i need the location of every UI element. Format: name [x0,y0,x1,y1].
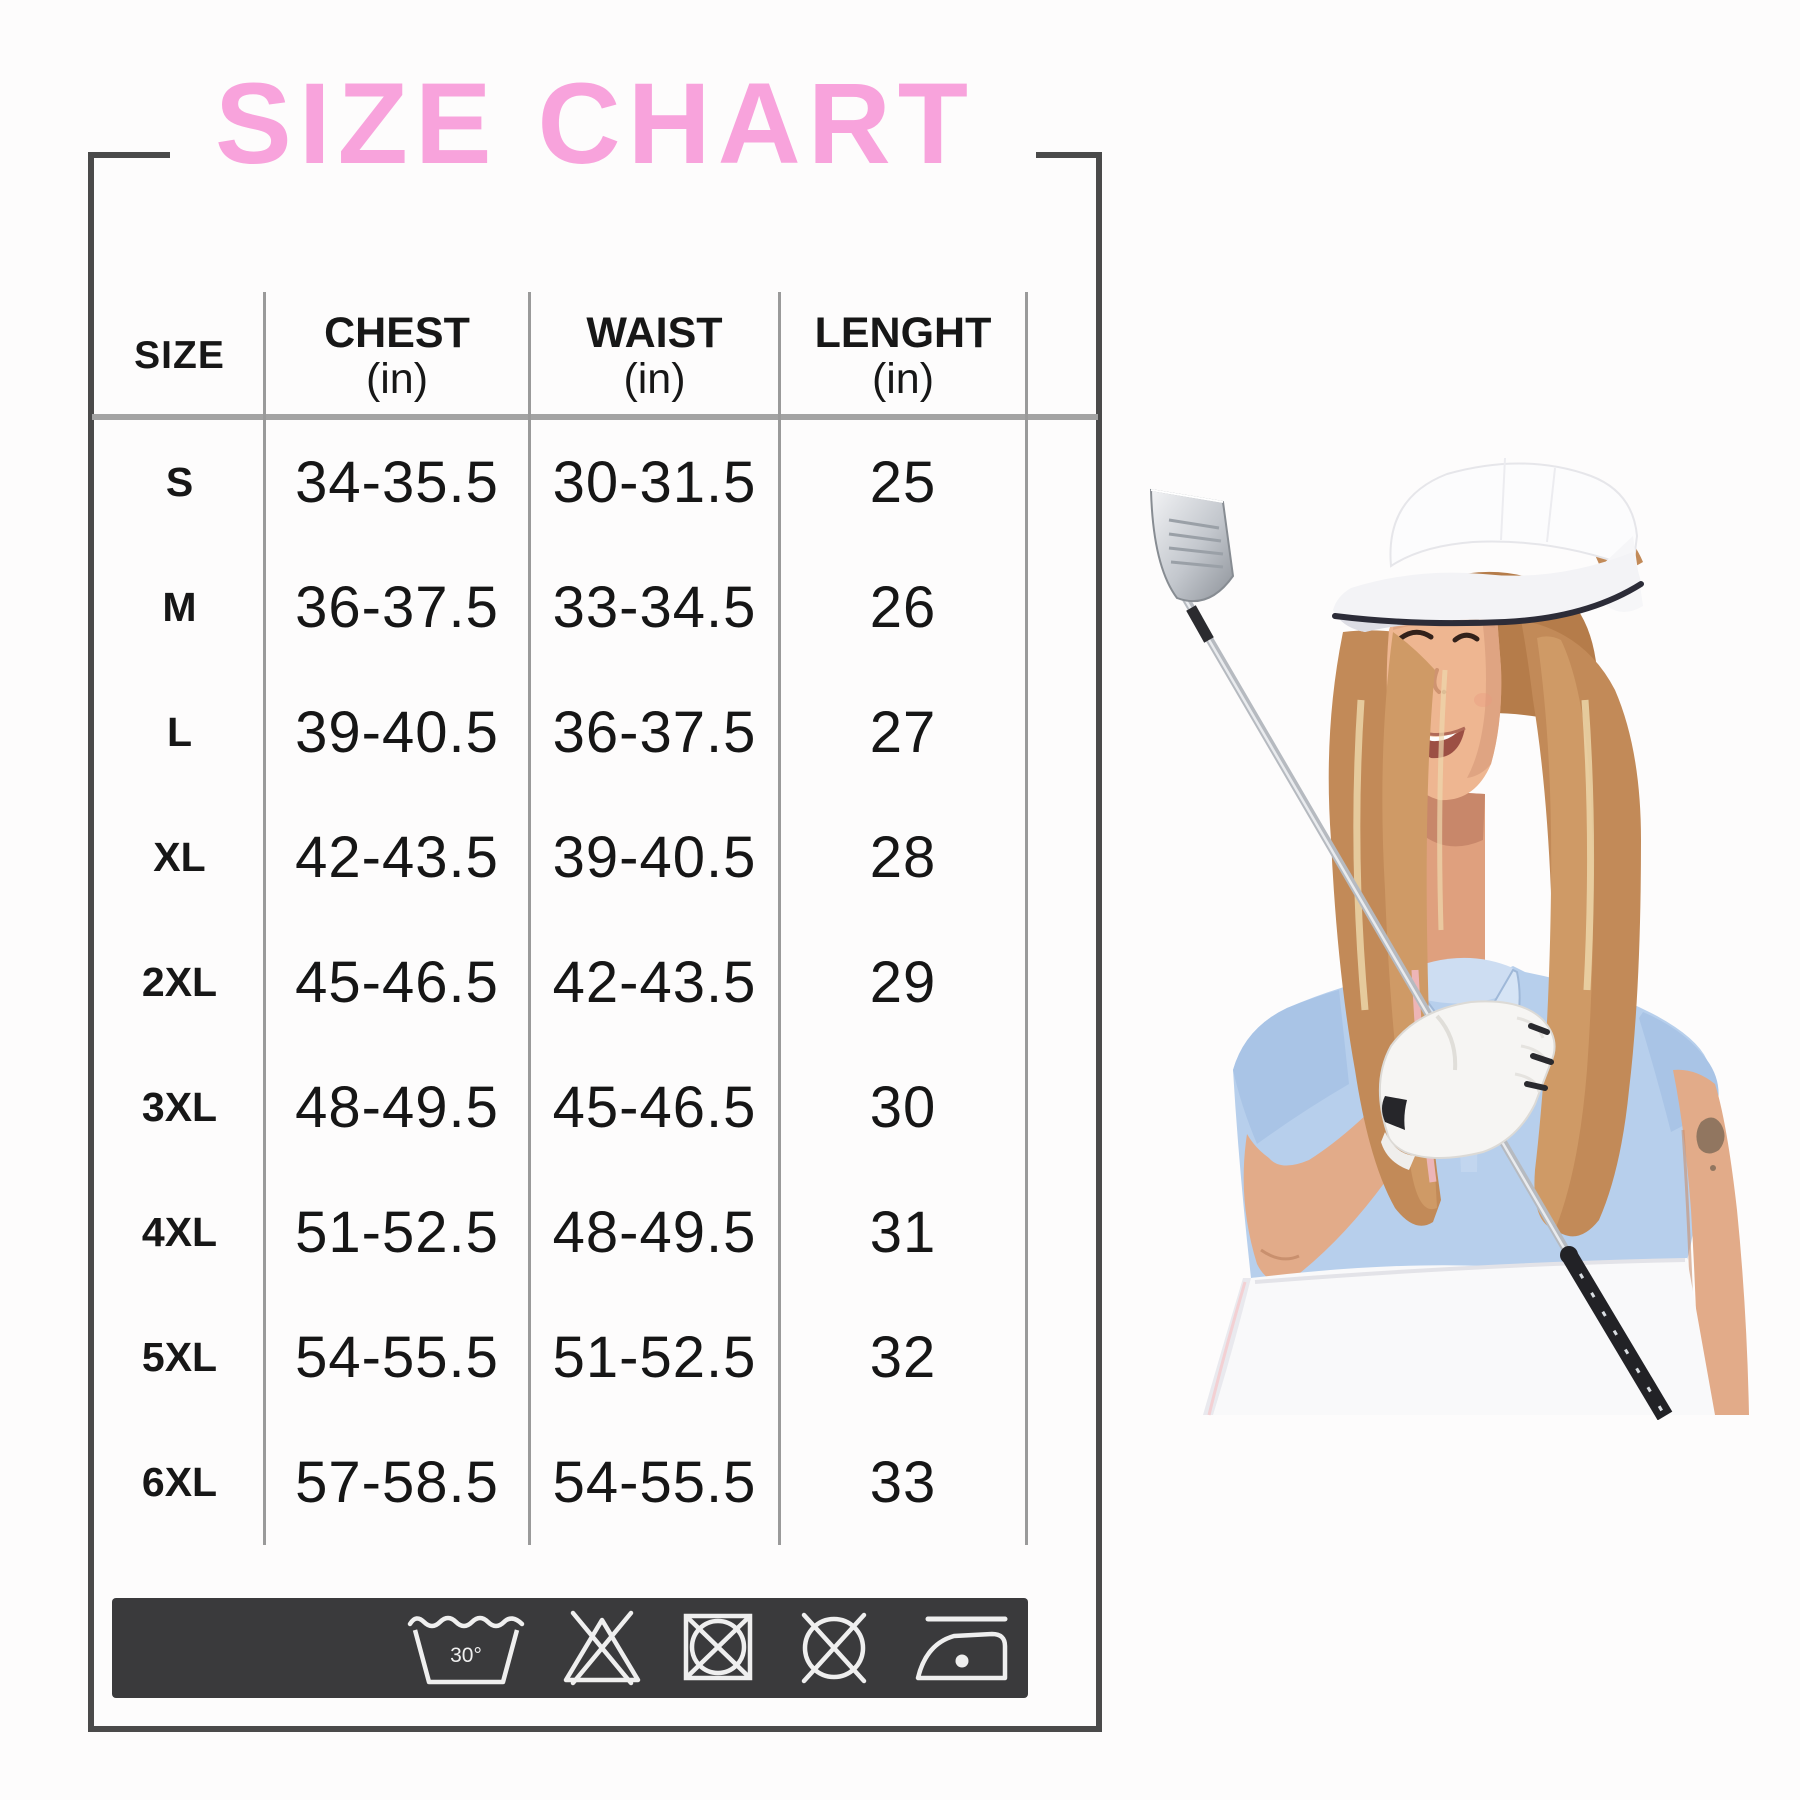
size-label: 6XL [141,1459,218,1505]
eye [1398,629,1434,641]
column-header-unit: (in) [365,355,429,403]
waist-value: 48-49.5 [528,1170,778,1295]
tattoo [1696,1117,1725,1154]
size-label: 3XL [141,1084,218,1130]
size-chart-table: SIZE CHEST (in) WAIST (in) LENGHT (in) S… [96,292,1028,1545]
waist-value: 45-46.5 [528,1045,778,1170]
wash-temp-label: 30° [450,1644,482,1667]
waist-value: 30-31.5 [528,420,778,545]
column-header-waist: WAIST (in) [528,292,778,420]
column-header-length: LENGHT (in) [778,292,1025,420]
column-header-label: WAIST [586,308,723,357]
golf-glove [1378,1000,1556,1170]
chest-value: 48-49.5 [263,1045,528,1170]
wash-30-icon: 30° [407,1615,525,1685]
length-value: 33 [778,1420,1025,1545]
chest-value: 51-52.5 [263,1170,528,1295]
chest-value: 42-43.5 [263,795,528,920]
do-not-dry-clean-icon [801,1612,867,1684]
length-value: 27 [778,670,1025,795]
size-label: XL [153,834,206,880]
header-underline [92,414,1098,420]
do-not-tumble-dry-icon [683,1613,753,1681]
visor-trim [1332,581,1644,627]
size-label: 2XL [141,959,218,1005]
chest-value: 39-40.5 [263,670,528,795]
waist-value: 54-55.5 [528,1420,778,1545]
neck [1415,790,1485,994]
iron-one-dot-icon [915,1616,1008,1681]
length-value: 29 [778,920,1025,1045]
length-value: 31 [778,1170,1025,1295]
care-instructions-bar: 30° [112,1598,1028,1698]
waist-value: 33-34.5 [528,545,778,670]
glove-strap [1382,1096,1407,1130]
column-header-unit: (in) [871,355,935,403]
size-label: 4XL [141,1209,218,1255]
column-header-label: LENGHT [814,308,992,357]
waist-value: 36-37.5 [528,670,778,795]
waist-value: 42-43.5 [528,920,778,1045]
nose [1432,668,1441,694]
column-header-unit: (in) [623,355,686,403]
length-value: 25 [778,420,1025,545]
column-header-label: SIZE [134,333,225,377]
waist-value: 51-52.5 [528,1295,778,1420]
column-header-size: SIZE [96,292,263,420]
size-label: S [165,459,194,505]
chest-value: 45-46.5 [263,920,528,1045]
woman-golfer-photo [1149,457,1749,1420]
eye [1452,632,1480,643]
do-not-bleach-icon [563,1610,641,1686]
chest-value: 34-35.5 [263,420,528,545]
chest-value: 36-37.5 [263,545,528,670]
size-label: M [162,584,197,630]
waist-value: 39-40.5 [528,795,778,920]
club-head [1149,488,1235,603]
page-title: SIZE CHART [215,60,975,188]
skirt [1203,1258,1715,1416]
length-value: 28 [778,795,1025,920]
chest-value: 54-55.5 [263,1295,528,1420]
length-value: 32 [778,1295,1025,1420]
column-header-chest: CHEST (in) [263,292,528,420]
golf-club [1149,488,1673,1420]
length-value: 26 [778,545,1025,670]
sun-visor [1332,457,1644,632]
column-header-label: CHEST [324,308,470,357]
length-value: 30 [778,1045,1025,1170]
size-label: L [166,709,193,755]
size-label: 5XL [141,1334,218,1380]
title-gap [170,140,1036,168]
chest-value: 57-58.5 [263,1420,528,1545]
